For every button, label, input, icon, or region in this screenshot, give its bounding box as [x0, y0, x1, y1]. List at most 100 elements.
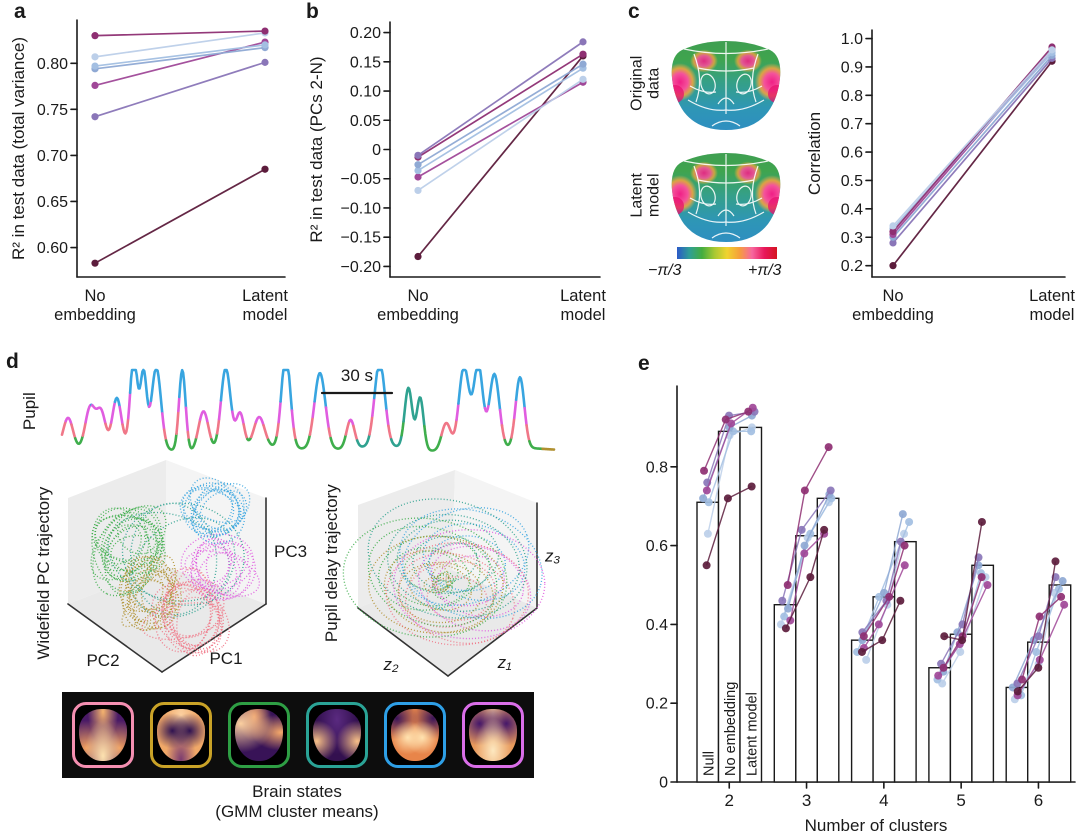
phase-hotspot: [671, 85, 684, 103]
pupil-delay-trajectory-3d: z₁ z₂ z₃: [342, 470, 561, 677]
widefield-trajectory-label: Widefield PC trajectory: [33, 486, 53, 660]
panel-e-bar-chart: 0 0.2 0.4 0.6 0.8 2 3 4 5 6 Null No embedding Latent…: [646, 385, 1076, 835]
trajectory-loop: [412, 535, 491, 593]
phase-hotspot: [671, 59, 701, 105]
y-tick-label: 0.75: [37, 102, 68, 119]
cube-face: [358, 470, 455, 608]
data-point: [91, 81, 99, 90]
trajectory-loop: [427, 542, 478, 582]
trajectory-loop: [397, 561, 483, 624]
subject-point: [900, 541, 909, 550]
series-line: [892, 51, 1053, 230]
x-category-label: embedding: [54, 306, 136, 324]
y-tick-label: 0.10: [350, 84, 381, 101]
axis-label-3: PC3: [274, 542, 307, 561]
trajectory-loop: [417, 543, 532, 632]
subject-point: [784, 604, 793, 613]
brain-state-map-2: [157, 709, 205, 761]
phase-hotspot: [687, 159, 721, 187]
trajectory-loop: [435, 572, 452, 591]
mean-bar: [850, 639, 874, 783]
pupil-trace-segment: [400, 420, 405, 437]
trajectory-loop: [192, 489, 240, 538]
pupil-trace-segment: [500, 424, 507, 442]
pupil-trace-segment: [389, 433, 403, 448]
pupil-trace-segment: [440, 418, 458, 437]
pupil-trace-segment: [387, 424, 393, 441]
pupil-trace-segment: [164, 432, 178, 451]
brain-state-map-6: [469, 709, 517, 761]
data-point: [579, 50, 587, 58]
data-point: [579, 38, 587, 46]
mean-bar: [795, 535, 818, 783]
trajectory-loop: [130, 516, 236, 618]
pupil-trace-segment: [109, 400, 117, 424]
data-point: [261, 41, 269, 49]
widefield-pc-trajectory-3d: PC1 PC2 PC3: [67, 460, 307, 673]
pupil-trace-segment: [512, 398, 518, 420]
pupil-trace-segment: [290, 409, 296, 431]
brain-state-frame-5: [384, 702, 446, 768]
brain-states-strip: [62, 692, 534, 778]
pupil-trace-segment: [118, 405, 124, 426]
pupil-trace-segment: [217, 399, 223, 421]
trajectory-loop: [383, 549, 494, 634]
x-category-label: model: [1030, 306, 1075, 324]
trajectory-loop: [121, 502, 245, 606]
pupil-trace-segment: [308, 415, 315, 437]
pupil-trace-segment: [275, 420, 280, 437]
trajectory-loop: [385, 541, 530, 646]
mean-bar: [893, 540, 917, 783]
y-tick-label: 0.65: [37, 194, 68, 211]
series-line: [94, 61, 266, 118]
pupil-trace-segment: [249, 420, 258, 439]
trajectory-loop: [91, 507, 153, 593]
trajectory-loop: [106, 524, 150, 578]
bar-condition-label: Latent model: [744, 692, 760, 776]
subject-point: [702, 486, 711, 495]
brain-state-frame-6: [462, 702, 524, 768]
trajectory-loop: [94, 514, 165, 565]
pupil-trace-segment: [455, 402, 460, 422]
trajectory-loop: [198, 551, 251, 600]
trajectory-loop: [154, 584, 212, 653]
brain-state-map-3: [235, 709, 283, 761]
mean-bar: [696, 501, 720, 783]
subject-point: [1060, 600, 1069, 609]
pupil-trace-segment: [528, 439, 544, 451]
pupil-trace-segment: [514, 375, 526, 410]
bar-condition-label: No embedding: [723, 682, 739, 776]
pupil-trace-segment: [262, 424, 270, 442]
pupil-trace-segment: [128, 368, 151, 409]
phase-hotspot: [751, 59, 781, 105]
trajectory-loop: [392, 529, 546, 640]
pupil-trace-segment: [498, 408, 504, 427]
subject-point: [826, 486, 835, 495]
trajectory-loop: [184, 550, 261, 597]
pupil-trace-segment: [231, 410, 245, 426]
phase-hotspot: [768, 85, 781, 103]
x-category-label: Latent: [242, 287, 288, 305]
pupil-trace-segment: [503, 436, 513, 447]
pupil-trace-segment: [324, 406, 331, 430]
trajectory-loop: [122, 568, 175, 631]
series-line: [892, 54, 1053, 239]
pupil-axis-label: Pupil: [19, 392, 39, 431]
colorbar-min-label: −π/3: [648, 262, 682, 279]
pupil-trace-segment: [70, 423, 77, 440]
scalebar-label: 30 s: [340, 366, 374, 385]
y-tick-label: −0.10: [341, 200, 382, 217]
panel-label-d: d: [6, 350, 19, 373]
series-line: [417, 55, 584, 258]
pupil-trace-segment: [487, 372, 502, 412]
trajectory-loop: [101, 518, 163, 583]
pupil-trace-segment: [372, 368, 388, 413]
subject-point: [1032, 647, 1041, 656]
subject-point: [1018, 675, 1027, 684]
trajectory-loop: [94, 507, 159, 572]
subject-point: [977, 573, 986, 582]
subject-point: [704, 498, 713, 507]
trajectory-loop: [180, 533, 254, 591]
trajectory-loop: [100, 511, 147, 572]
